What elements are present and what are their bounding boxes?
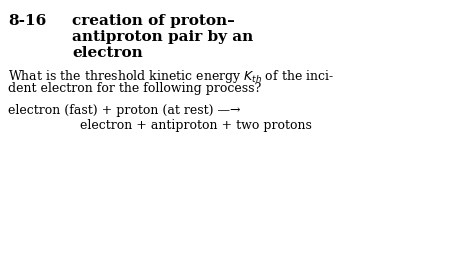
- Text: 8-16: 8-16: [8, 14, 46, 28]
- Text: electron (fast) + proton (at rest) —→: electron (fast) + proton (at rest) —→: [8, 104, 240, 117]
- Text: What is the threshold kinetic energy $K_{th}$ of the inci-: What is the threshold kinetic energy $K_…: [8, 68, 334, 85]
- Text: antiproton pair by an: antiproton pair by an: [72, 30, 253, 44]
- Text: electron + antiproton + two protons: electron + antiproton + two protons: [80, 119, 312, 132]
- Text: creation of proton–: creation of proton–: [72, 14, 235, 28]
- Text: electron: electron: [72, 46, 143, 60]
- Text: dent electron for the following process?: dent electron for the following process?: [8, 82, 261, 95]
